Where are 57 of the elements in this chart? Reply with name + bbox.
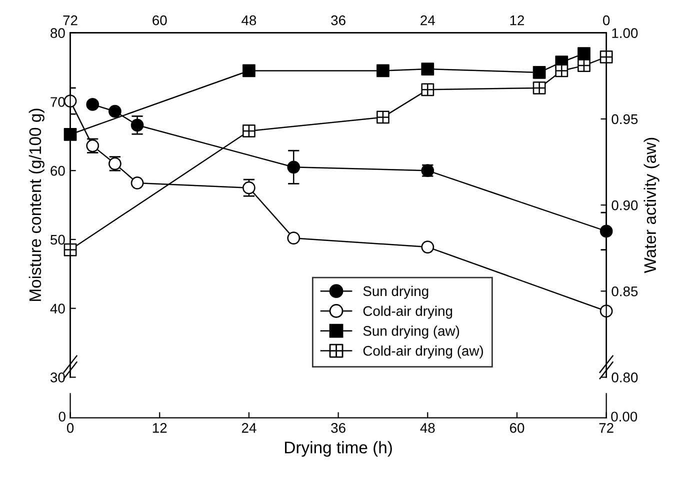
y-tick-label: 50 xyxy=(50,234,65,245)
x-tick-label: 36 xyxy=(331,423,346,433)
y-tick-label: 40 xyxy=(50,304,65,314)
y2-tick-label: 0.85 xyxy=(612,286,638,296)
y-tick-label: 30 xyxy=(50,372,65,382)
y2-tick-label: 0.95 xyxy=(612,114,638,124)
point xyxy=(287,232,300,245)
point xyxy=(532,66,546,79)
x-tick-label: 60 xyxy=(510,423,524,433)
text: 0 xyxy=(58,412,66,422)
legend-label: Sun drying (aw) xyxy=(363,326,460,339)
legend-label: Sun drying xyxy=(363,286,428,299)
point xyxy=(578,59,590,72)
x-tick-label: 12 xyxy=(152,423,167,433)
y-tick-label: 80 xyxy=(50,28,65,38)
x-tick-label: 0 xyxy=(66,423,74,433)
point xyxy=(242,124,256,138)
y2-axis-title: Water activity (aw) xyxy=(644,138,660,274)
point xyxy=(600,50,613,64)
point xyxy=(108,104,122,118)
point xyxy=(130,176,144,190)
x2-tick-label: 72 xyxy=(63,15,78,26)
point xyxy=(130,118,144,132)
point xyxy=(376,64,390,78)
point xyxy=(86,98,100,111)
x2-tick-label: 0 xyxy=(603,15,610,26)
x2-tick-label: 24 xyxy=(420,15,435,26)
point xyxy=(421,83,434,96)
point xyxy=(555,64,568,78)
point xyxy=(600,224,613,238)
x-axis-title: Drying time (h) xyxy=(285,441,392,457)
point xyxy=(242,181,256,194)
x-tick-label: 72 xyxy=(599,423,614,433)
point xyxy=(600,304,613,318)
point xyxy=(64,128,77,141)
y2-tick-label: 1.00 xyxy=(612,28,638,38)
x2-tick-label: 36 xyxy=(331,15,346,26)
point xyxy=(287,160,300,174)
y2-tick-label: 0.80 xyxy=(612,372,638,382)
point xyxy=(64,94,77,108)
y-axis-title: Moisture content (g/100 g) xyxy=(28,108,44,301)
point xyxy=(532,82,546,94)
x2-tick-label: 12 xyxy=(510,15,524,26)
x-tick-label: 48 xyxy=(420,423,435,433)
x2-tick-label: 48 xyxy=(242,15,256,26)
point xyxy=(421,62,434,76)
x2-tick-label: 60 xyxy=(152,15,167,26)
point xyxy=(421,240,434,254)
point xyxy=(376,110,390,124)
point xyxy=(578,47,590,60)
text: 0.00 xyxy=(611,412,638,422)
y-tick-label: 60 xyxy=(50,166,65,176)
legend-label: Cold-air drying xyxy=(363,306,452,319)
x-tick-label: 24 xyxy=(242,423,256,433)
point xyxy=(242,64,256,78)
legend-label: Cold-air drying (aw) xyxy=(363,346,483,358)
y2-tick-label: 0.90 xyxy=(612,200,638,210)
